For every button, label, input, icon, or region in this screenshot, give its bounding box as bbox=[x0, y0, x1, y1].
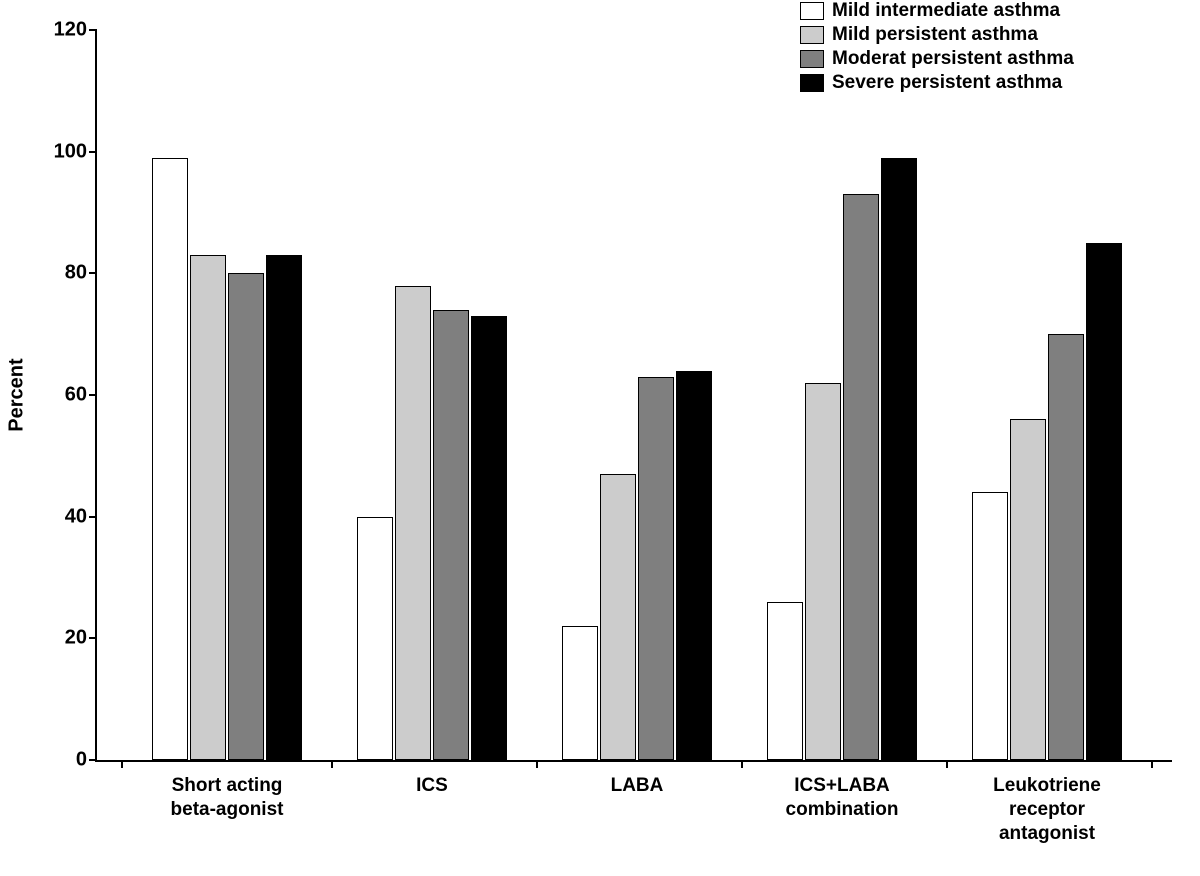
bar bbox=[676, 371, 712, 760]
bar bbox=[1086, 243, 1122, 760]
bar bbox=[471, 316, 507, 760]
legend-swatch bbox=[800, 74, 824, 92]
bar bbox=[357, 517, 393, 760]
bar bbox=[767, 602, 803, 760]
y-tick-label: 20 bbox=[65, 627, 97, 650]
y-tick-label: 40 bbox=[65, 505, 97, 528]
legend-label: Moderat persistent asthma bbox=[832, 48, 1074, 70]
legend-label: Severe persistent asthma bbox=[832, 72, 1062, 94]
bar bbox=[1010, 419, 1046, 760]
y-tick-label: 80 bbox=[65, 262, 97, 285]
bar bbox=[562, 626, 598, 760]
bar bbox=[152, 158, 188, 760]
legend-swatch bbox=[800, 50, 824, 68]
legend-swatch bbox=[800, 2, 824, 20]
x-category-label: LABA bbox=[527, 760, 747, 798]
bar bbox=[395, 286, 431, 761]
y-tick-label: 0 bbox=[76, 749, 97, 772]
x-category-label: Short actingbeta-agonist bbox=[117, 760, 337, 822]
legend-label: Mild intermediate asthma bbox=[832, 0, 1060, 22]
bar bbox=[972, 492, 1008, 760]
y-tick-label: 120 bbox=[54, 19, 97, 42]
x-category-label: ICS+LABAcombination bbox=[732, 760, 952, 822]
legend-item: Severe persistent asthma bbox=[800, 72, 1074, 94]
bar bbox=[1048, 334, 1084, 760]
bar bbox=[433, 310, 469, 760]
x-category-label: ICS bbox=[322, 760, 542, 798]
legend-item: Moderat persistent asthma bbox=[800, 48, 1074, 70]
legend-label: Mild persistent asthma bbox=[832, 24, 1038, 46]
legend-swatch bbox=[800, 26, 824, 44]
bar bbox=[600, 474, 636, 760]
y-tick-label: 100 bbox=[54, 140, 97, 163]
bar bbox=[228, 273, 264, 760]
bar bbox=[843, 194, 879, 760]
bar bbox=[805, 383, 841, 760]
bar bbox=[266, 255, 302, 760]
legend-item: Mild intermediate asthma bbox=[800, 0, 1074, 22]
legend: Mild intermediate asthmaMild persistent … bbox=[800, 0, 1074, 96]
chart-container: 020406080100120Short actingbeta-agonistI… bbox=[0, 0, 1200, 876]
legend-item: Mild persistent asthma bbox=[800, 24, 1074, 46]
bar bbox=[190, 255, 226, 760]
plot-area: 020406080100120Short actingbeta-agonistI… bbox=[95, 30, 1172, 762]
x-category-label: Leukotrienereceptorantagonist bbox=[937, 760, 1157, 845]
y-tick-label: 60 bbox=[65, 384, 97, 407]
bar bbox=[638, 377, 674, 760]
bar bbox=[881, 158, 917, 760]
y-axis-label: Percent bbox=[6, 358, 29, 431]
